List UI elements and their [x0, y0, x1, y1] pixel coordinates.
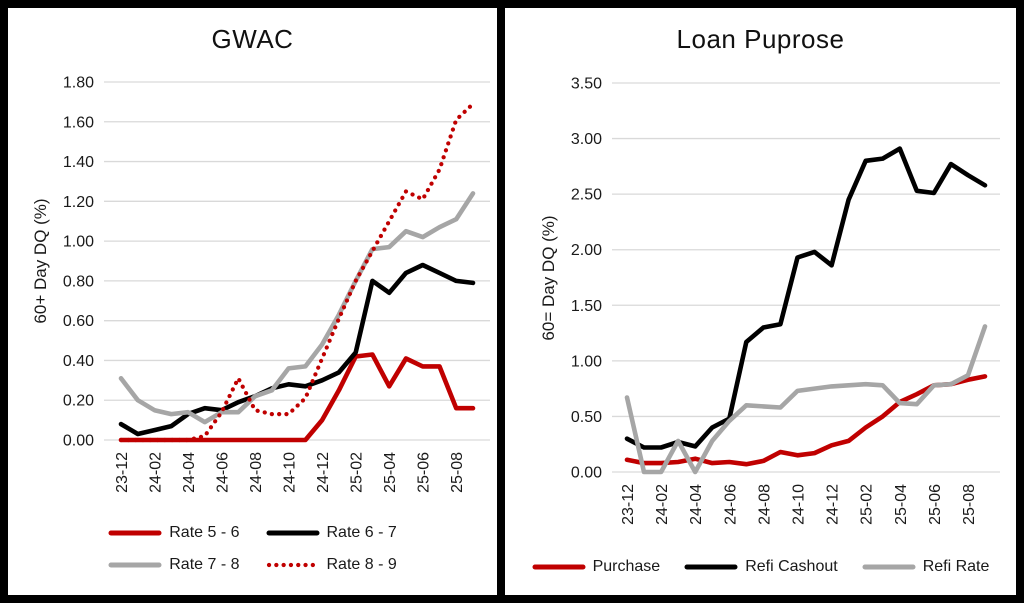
legend-item-rate-7-8: Rate 7 - 8 — [108, 556, 240, 574]
y-tick-label: 2.50 — [571, 187, 602, 204]
legend-swatch — [108, 562, 162, 568]
x-tick-label: 25-06 — [927, 484, 944, 525]
legend-item-rate-5-6: Rate 5 - 6 — [108, 524, 240, 542]
x-tick-label: 24-02 — [654, 484, 671, 525]
legend-label: Rate 7 - 8 — [169, 556, 240, 573]
x-tick-label: 23-12 — [620, 484, 637, 525]
legend-swatch — [684, 564, 738, 570]
legend-label: Refi Rate — [922, 558, 990, 575]
series-line-rate-8-9 — [118, 101, 476, 443]
chart-panel-loan-purpose: Loan Puprose 60= Day DQ (%) 0.00 0.50 1.00… — [505, 8, 1016, 595]
y-tick-label: 0.00 — [571, 465, 602, 482]
y-tick-label: 1.00 — [63, 234, 94, 251]
x-tick-label: 24-04 — [181, 452, 198, 493]
y-tick-label: 1.80 — [63, 75, 94, 92]
legend-swatch — [266, 530, 319, 536]
legend-swatch — [108, 530, 162, 536]
x-tick-label: 24-12 — [825, 484, 842, 525]
legend-swatch — [532, 564, 586, 570]
x-tick-label: 25-02 — [349, 452, 366, 493]
series-line-rate-7-8 — [118, 191, 476, 425]
chart-canvas-0: 0.00 0.20 0.40 0.60 0.80 1.00 1.20 1.40 1.60 1.80… — [63, 75, 490, 493]
y-tick-label: 0.00 — [63, 433, 94, 450]
legend-item-rate-8-9: Rate 8 - 9 — [266, 556, 397, 574]
y-tick-label: 0.20 — [63, 393, 94, 410]
legend-item-purchase: Purchase — [532, 558, 661, 576]
y-tick-label: 0.50 — [571, 409, 602, 426]
series-line-rate-6-7 — [118, 262, 476, 437]
legend-1: Purchase Refi Cashout Refi Rate — [505, 558, 1016, 576]
x-tick-label: 25-06 — [416, 452, 433, 493]
x-tick-label: 25-08 — [961, 484, 978, 525]
x-tick-label: 24-12 — [315, 452, 332, 493]
legend-label: Rate 5 - 6 — [169, 524, 240, 541]
y-tick-label: 2.00 — [571, 242, 602, 259]
x-tick-label: 24-02 — [148, 452, 165, 493]
series-line-refi-cashout — [624, 146, 988, 450]
y-tick-label: 3.00 — [571, 131, 602, 148]
x-tick-label: 25-04 — [382, 452, 399, 493]
y-tick-label: 1.00 — [571, 353, 602, 370]
x-tick-label: 24-04 — [688, 484, 705, 525]
x-tick-label: 25-04 — [893, 484, 910, 525]
chart-title-gwac: GWAC — [211, 24, 294, 54]
legend-swatch — [862, 564, 916, 570]
x-tick-label: 24-10 — [282, 452, 299, 493]
legend-label: Refi Cashout — [745, 558, 838, 575]
x-tick-label: 25-02 — [859, 484, 876, 525]
x-tick-label: 25-08 — [449, 452, 466, 493]
y-tick-label: 1.20 — [63, 194, 94, 211]
y-tick-label: 1.40 — [63, 154, 94, 171]
x-tick-label: 24-08 — [248, 452, 265, 493]
legend-item-refi-rate: Refi Rate — [862, 558, 990, 576]
x-tick-label: 24-08 — [756, 484, 773, 525]
x-tick-label: 24-06 — [215, 452, 232, 493]
legend-item-refi-cashout: Refi Cashout — [684, 558, 838, 576]
legend-label: Rate 6 - 7 — [326, 524, 397, 541]
legend-label: Rate 8 - 9 — [326, 556, 397, 573]
chart-title-loan-purpose: Loan Puprose — [676, 24, 845, 54]
legend-item-rate-6-7: Rate 6 - 7 — [266, 524, 397, 542]
y-tick-label: 0.40 — [63, 353, 94, 370]
chart-panel-gwac: GWAC 60+ Day DQ (%) 0.00 0.20 0.40 0.60 0.80… — [8, 8, 497, 595]
y-tick-label: 1.60 — [63, 114, 94, 131]
legend-0: Rate 5 - 6 Rate 6 - 7 Rate 7 - 8 Rate 8 - 9 — [68, 524, 438, 574]
series-line-refi-rate — [624, 324, 988, 475]
legend-label: Purchase — [592, 558, 661, 575]
chart-canvas-1: 0.00 0.50 1.00 1.50 2.00 2.50 3.00 3.50 23-12 24-… — [571, 76, 1000, 525]
legend-swatch — [266, 562, 319, 568]
y-tick-label: 0.80 — [63, 273, 94, 290]
x-tick-label: 23-12 — [114, 452, 131, 493]
x-tick-label: 24-06 — [722, 484, 739, 525]
x-tick-label: 24-10 — [790, 484, 807, 525]
y-tick-label: 1.50 — [571, 298, 602, 315]
y-tick-label: 3.50 — [571, 76, 602, 93]
y-tick-label: 0.60 — [63, 313, 94, 330]
